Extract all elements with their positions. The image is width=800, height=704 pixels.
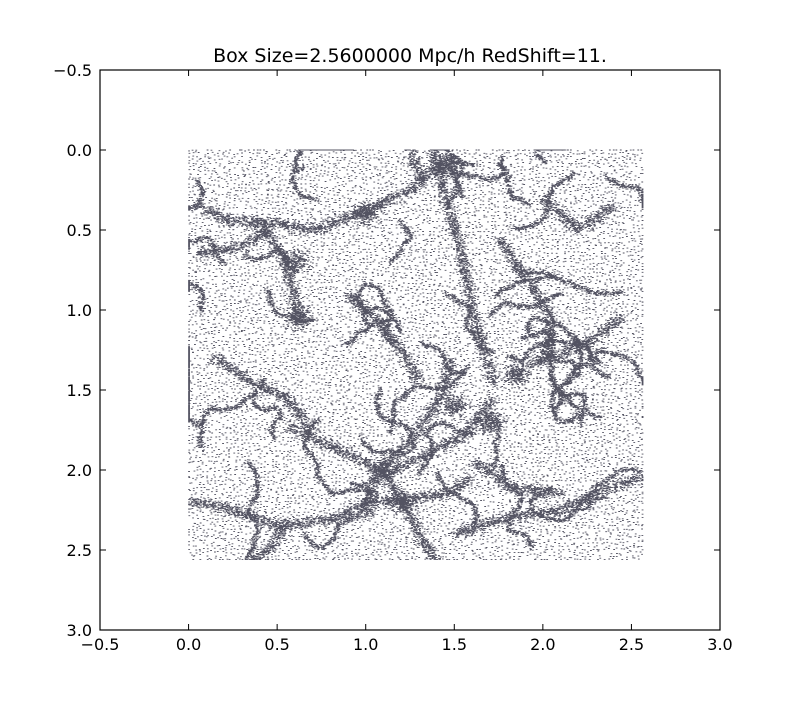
y-tick-label: 2.5 [67, 541, 92, 560]
x-tick-label: 3.0 [707, 635, 732, 654]
x-tick-label: 1.5 [442, 635, 467, 654]
axis-ticks: −0.5 0.0 0.5 1.0 1.5 2.0 2.5 3.0−0.50.00.51.01.… [53, 61, 733, 654]
y-tick-label: −0.5 [53, 61, 92, 80]
x-tick-label: 2.5 [619, 635, 644, 654]
scatter-points [188, 149, 644, 561]
x-tick-label: 0.5 [264, 635, 289, 654]
x-tick-label: 0.0 [176, 635, 201, 654]
y-tick-label: 0.5 [67, 221, 92, 240]
y-tick-label: 2.0 [67, 461, 92, 480]
x-tick-label: 2.0 [530, 635, 555, 654]
chart-title: Box Size=2.5600000 Mpc/h RedShift=11. [213, 45, 607, 67]
y-tick-label: 0.0 [67, 141, 92, 160]
x-tick-label: 1.0 [353, 635, 378, 654]
plot-frame [99, 69, 721, 631]
y-tick-label: 1.0 [67, 301, 92, 320]
y-tick-label: 1.5 [67, 381, 92, 400]
x-tick-label: −0.5 [81, 635, 120, 654]
y-tick-label: 3.0 [67, 621, 92, 640]
scatter-point-cloud [188, 149, 644, 561]
